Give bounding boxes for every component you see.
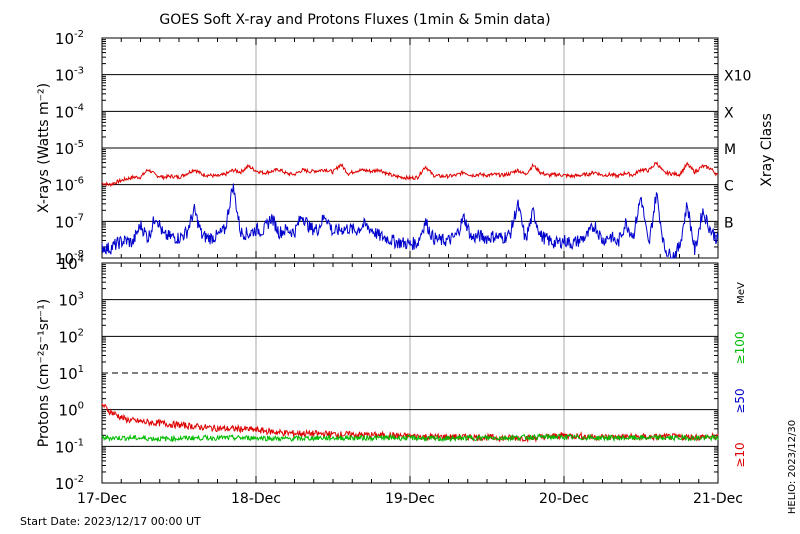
y-tick-label: 10-3 — [55, 66, 84, 85]
energy-label: ≥10 — [733, 442, 747, 467]
y-tick-label: 10-5 — [55, 139, 84, 158]
chart-title: GOES Soft X-ray and Protons Fluxes (1min… — [159, 12, 550, 28]
xray-panel: 10-2 10-3 10-4 10-5 10-6 10-7 10-8 X-rays (Watt… — [36, 29, 775, 268]
y-tick-label: 10-6 — [55, 176, 84, 195]
energy-label: ≥100 — [733, 332, 747, 365]
x-tick-label: 19-Dec — [385, 491, 435, 507]
xray-class-label: C — [724, 179, 734, 195]
y-tick-label: 102 — [59, 327, 84, 346]
y-axis-title: X-rays (Watts m⁻²) — [36, 83, 52, 213]
xray-class-label: X — [724, 105, 734, 121]
x-axis-tick-labels: 17-Dec 18-Dec 19-Dec 20-Dec 21-Dec — [77, 491, 743, 507]
start-date-label: Start Date: 2023/12/17 00:00 UT — [20, 515, 201, 528]
xray-class-label: M — [724, 142, 736, 158]
proton-series-ge100 — [101, 432, 719, 443]
x-tick-label: 21-Dec — [693, 491, 743, 507]
y-tick-label: 104 — [59, 254, 84, 273]
mev-unit-label: MeV — [736, 282, 747, 304]
y-axis-title: Protons (cm⁻²s⁻¹sr⁻¹) — [36, 299, 52, 448]
y-tick-label: 10-1 — [55, 437, 84, 456]
y-tick-label: 101 — [59, 364, 84, 383]
y-tick-label: 10-4 — [55, 102, 84, 121]
xray-class-axis-title: Xray Class — [759, 113, 775, 187]
helio-stamp: HELIO: 2023/12/30 — [787, 420, 798, 514]
x-tick-label: 18-Dec — [231, 491, 281, 507]
y-tick-label: 100 — [59, 401, 84, 420]
y-tick-label: 10-7 — [55, 212, 84, 231]
y-tick-label: 103 — [59, 291, 84, 310]
energy-label: ≥50 — [733, 388, 747, 413]
xray-series-long — [101, 161, 719, 188]
y-tick-label: 10-8 — [55, 249, 84, 268]
y-tick-label: 10-2 — [55, 474, 84, 493]
xray-class-label: B — [724, 215, 734, 231]
y-tick-label: 10-2 — [55, 29, 84, 48]
x-tick-label: 17-Dec — [77, 491, 127, 507]
x-tick-label: 20-Dec — [539, 491, 589, 507]
xray-class-label: X10 — [724, 69, 751, 85]
xray-series-short — [101, 183, 719, 260]
proton-series-ge10 — [101, 402, 719, 443]
proton-panel: 104 103 102 101 100 10-1 10-2 Protons (cm⁻²s⁻¹s… — [36, 254, 747, 493]
